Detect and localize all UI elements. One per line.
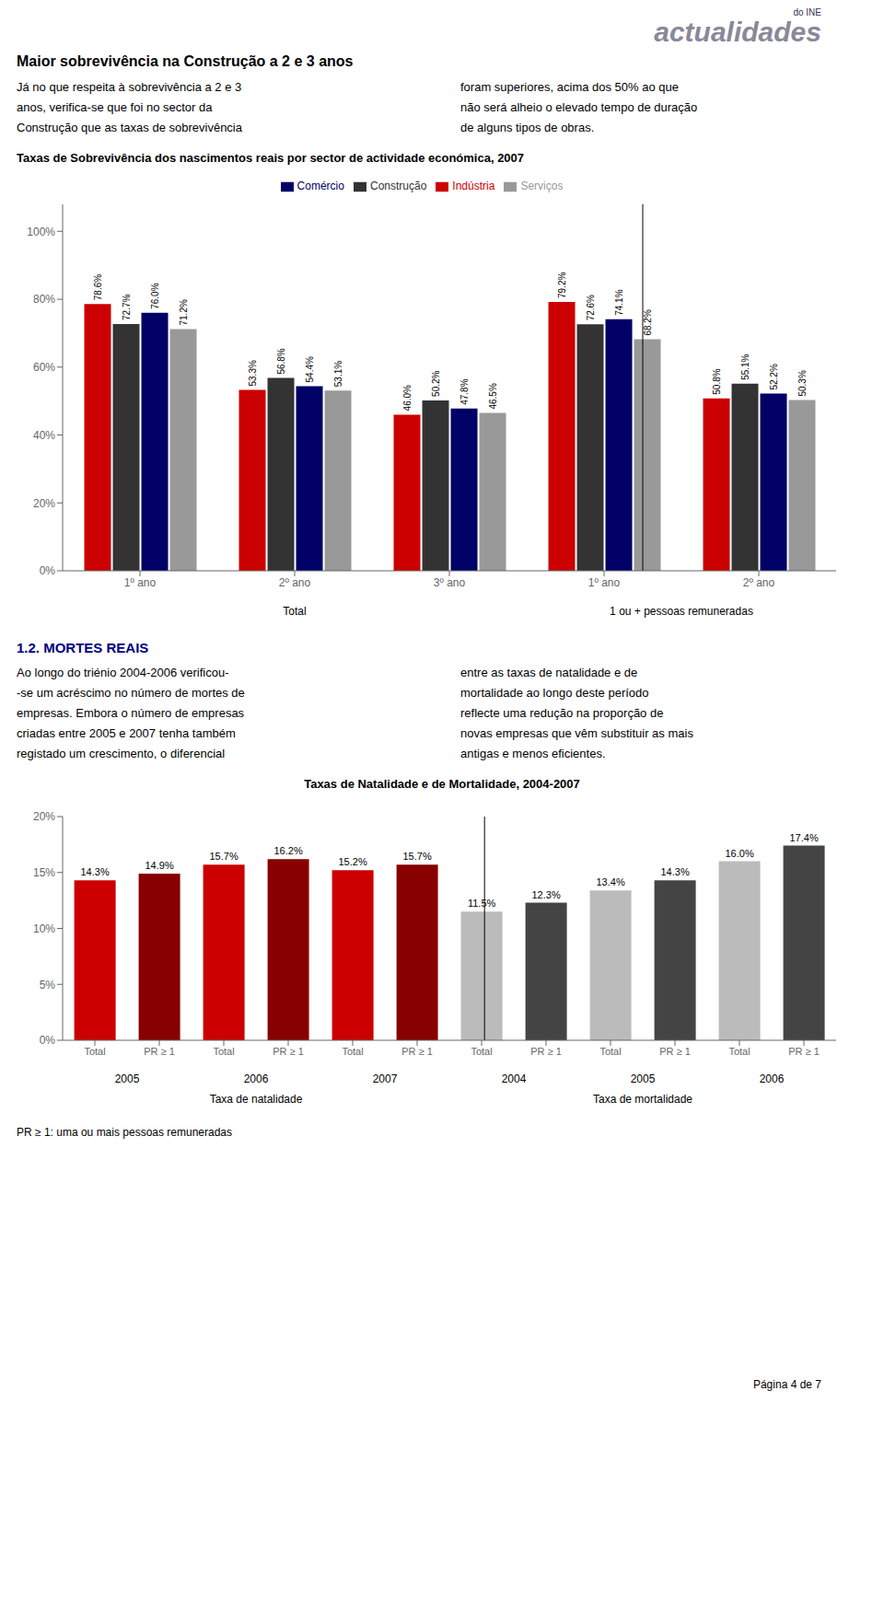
html-text:novas empresas que vêm substit: novas empresas que vêm substituir as mai… [460, 726, 694, 741]
svg-text:0%: 0% [39, 564, 57, 578]
html-text:Taxas de Natalidade e de Morta: Taxas de Natalidade e de Mortalidade, 20… [304, 777, 580, 791]
html-text:empresas. Embora o número de e: empresas. Embora o número de empresas [16, 706, 245, 721]
svg-text:20%: 20% [33, 497, 56, 511]
html-text:Página 4 de 7: Página 4 de 7 [753, 1378, 822, 1392]
html-text:PR ≥ 1: uma ou mais pessoas re: PR ≥ 1: uma ou mais pessoas remuneradas [16, 1126, 233, 1140]
svg-text:PR ≥ 1: PR ≥ 1 [659, 1046, 691, 1058]
svg-text:PR ≥ 1: PR ≥ 1 [272, 1046, 304, 1058]
svg-text:53.1%: 53.1% [333, 360, 344, 387]
html-text:foram superiores, acima dos 50: foram superiores, acima dos 50% ao que [460, 80, 679, 94]
html-text:Serviços: Serviços [520, 179, 563, 193]
svg-text:15.2%: 15.2% [337, 856, 367, 868]
svg-text:80%: 80% [33, 292, 56, 306]
svg-text:16.0%: 16.0% [724, 848, 754, 860]
svg-text:PR ≥ 1: PR ≥ 1 [788, 1046, 820, 1058]
html-text:criadas entre 2005 e 2007 tenh: criadas entre 2005 e 2007 tenha também [16, 726, 236, 741]
svg-text:15%: 15% [33, 866, 56, 880]
html-text:registado um crescimento, o di: registado um crescimento, o diferencial [16, 746, 225, 761]
html-text:2007: 2007 [372, 1072, 398, 1086]
html-text:2006: 2006 [759, 1072, 784, 1086]
html-text:Maior sobrevivência na Constru: Maior sobrevivência na Construção a 2 e … [16, 53, 354, 70]
svg-text:72.7%: 72.7% [121, 294, 132, 321]
svg-text:10%: 10% [33, 922, 56, 936]
html-text:de alguns tipos de obras.: de alguns tipos de obras. [460, 120, 595, 135]
html-text:1 ou + pessoas remuneradas: 1 ou + pessoas remuneradas [609, 604, 754, 618]
svg-text:Total: Total [212, 1046, 234, 1058]
svg-text:14.9%: 14.9% [144, 860, 174, 872]
svg-text:54.4%: 54.4% [304, 356, 315, 383]
svg-text:20%: 20% [33, 810, 56, 824]
html-text:2006: 2006 [243, 1072, 269, 1086]
svg-text:Total: Total [599, 1046, 621, 1058]
svg-text:60%: 60% [33, 360, 56, 374]
svg-text:15.7%: 15.7% [209, 850, 238, 862]
svg-text:Total: Total [341, 1046, 363, 1058]
svg-text:50.3%: 50.3% [797, 370, 808, 396]
svg-text:PR ≥ 1: PR ≥ 1 [530, 1046, 562, 1058]
svg-text:72.6%: 72.6% [585, 294, 596, 321]
svg-text:Total: Total [83, 1046, 105, 1058]
svg-text:15.7%: 15.7% [402, 850, 431, 862]
html-text:Indústria: Indústria [452, 179, 495, 193]
svg-text:79.2%: 79.2% [557, 272, 568, 299]
svg-text:46.0%: 46.0% [402, 384, 413, 411]
svg-text:3º ano: 3º ano [433, 576, 466, 590]
html-text:2005: 2005 [630, 1072, 656, 1086]
html-text:Já no que respeita à sobrevivê: Já no que respeita à sobrevivência a 2 e… [16, 80, 242, 94]
svg-text:50.2%: 50.2% [430, 370, 442, 396]
html-text:actualidades: actualidades [654, 16, 822, 47]
html-text:não será alheio o elevado temp: não será alheio o elevado tempo de duraç… [460, 100, 698, 115]
html-text:Taxa de mortalidade: Taxa de mortalidade [593, 1093, 693, 1106]
svg-text:16.2%: 16.2% [273, 845, 303, 857]
svg-text:56.8%: 56.8% [276, 348, 287, 374]
svg-text:1º ano: 1º ano [124, 576, 157, 590]
svg-text:78.6%: 78.6% [93, 274, 104, 301]
svg-text:PR ≥ 1: PR ≥ 1 [401, 1046, 433, 1058]
svg-text:40%: 40% [33, 429, 56, 442]
html-text:Taxa de natalidade: Taxa de natalidade [209, 1093, 303, 1106]
svg-text:53.3%: 53.3% [247, 360, 258, 386]
svg-text:71.2%: 71.2% [178, 299, 189, 326]
svg-text:12.3%: 12.3% [531, 889, 560, 901]
svg-text:46.5%: 46.5% [488, 383, 499, 409]
html-text:1.2. MORTES REAIS: 1.2. MORTES REAIS [16, 639, 149, 656]
html-text:entre as taxas de natalidade e: entre as taxas de natalidade e de [460, 665, 638, 680]
html-text:antigas e menos eficientes.: antigas e menos eficientes. [460, 746, 606, 761]
html-text:2005: 2005 [114, 1072, 140, 1086]
html-text:-se um acréscimo no número de: -se um acréscimo no número de mortes de [16, 686, 245, 700]
svg-text:PR ≥ 1: PR ≥ 1 [143, 1046, 175, 1058]
svg-text:47.8%: 47.8% [459, 378, 470, 405]
svg-text:Total: Total [470, 1046, 492, 1058]
svg-text:52.2%: 52.2% [768, 363, 780, 390]
html-text:Construção que as taxas de sob: Construção que as taxas de sobrevivência [16, 120, 243, 135]
html-text:2004: 2004 [501, 1072, 527, 1086]
html-text:mortalidade ao longo deste per: mortalidade ao longo deste período [460, 686, 649, 700]
svg-text:100%: 100% [26, 225, 56, 239]
html-text:Construção: Construção [370, 179, 427, 193]
svg-text:55.1%: 55.1% [740, 353, 751, 380]
svg-text:0%: 0% [39, 1034, 57, 1047]
html-text:reflecte uma redução na propor: reflecte uma redução na proporção de [460, 706, 664, 721]
svg-text:76.0%: 76.0% [150, 282, 161, 309]
html-text:Ao longo do triénio 2004-2006: Ao longo do triénio 2004-2006 verificou- [16, 665, 229, 680]
svg-text:17.4%: 17.4% [789, 832, 818, 844]
svg-text:68.2%: 68.2% [642, 309, 653, 336]
svg-text:1º ano: 1º ano [588, 576, 621, 590]
svg-text:14.3%: 14.3% [80, 866, 109, 878]
html-text:Taxas de Sobrevivência dos nas: Taxas de Sobrevivência dos nascimentos r… [16, 151, 525, 165]
svg-text:2º ano: 2º ano [743, 576, 776, 590]
html-text:anos, verifica-se que foi no s: anos, verifica-se que foi no sector da [16, 100, 213, 115]
svg-text:14.3%: 14.3% [660, 866, 689, 878]
html-text:do INE: do INE [793, 7, 822, 18]
svg-text:2º ano: 2º ano [279, 576, 312, 590]
svg-text:74.1%: 74.1% [614, 289, 625, 315]
svg-text:5%: 5% [39, 978, 57, 992]
html-text:Comércio: Comércio [297, 179, 345, 193]
svg-text:50.8%: 50.8% [711, 368, 722, 395]
html-text:Total: Total [282, 604, 307, 618]
svg-text:11.5%: 11.5% [467, 897, 497, 909]
svg-text:Total: Total [728, 1046, 750, 1058]
svg-text:13.4%: 13.4% [595, 876, 625, 888]
